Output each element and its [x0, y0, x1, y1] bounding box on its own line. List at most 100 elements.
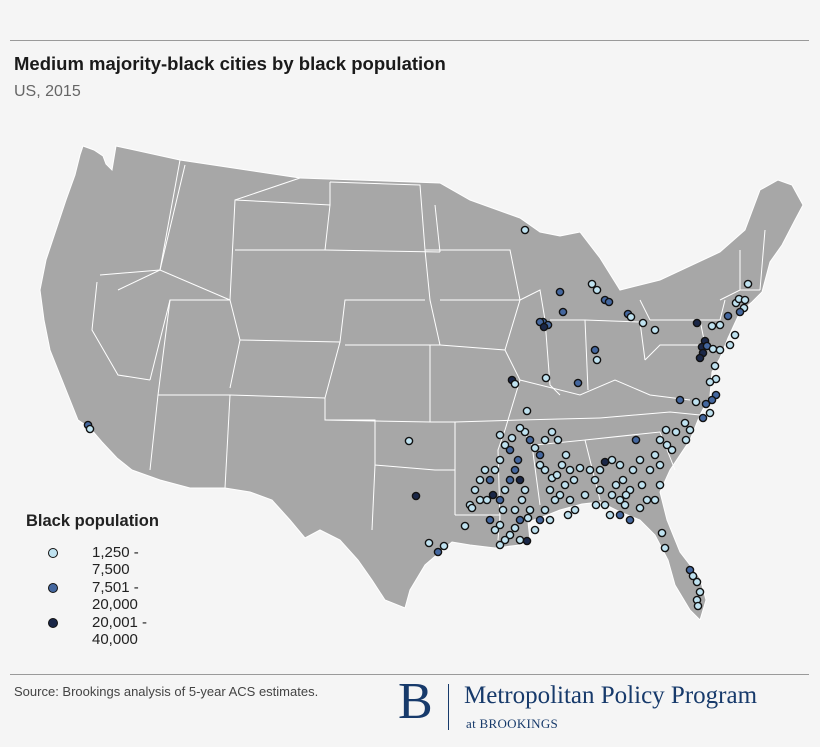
- city-marker: [85, 424, 95, 434]
- logo-divider: [448, 684, 449, 730]
- city-marker: [693, 601, 703, 611]
- city-marker: [575, 463, 585, 473]
- city-marker: [607, 490, 617, 500]
- city-marker: [671, 427, 681, 437]
- city-marker: [705, 377, 715, 387]
- city-marker: [555, 490, 565, 500]
- city-marker: [580, 490, 590, 500]
- city-marker: [515, 475, 525, 485]
- city-marker: [681, 435, 691, 445]
- city-marker: [661, 425, 671, 435]
- city-marker: [650, 495, 660, 505]
- city-marker: [621, 490, 631, 500]
- city-marker: [515, 535, 525, 545]
- city-marker: [522, 406, 532, 416]
- city-marker: [688, 571, 698, 581]
- city-marker: [590, 475, 600, 485]
- city-marker: [525, 505, 535, 515]
- city-marker: [517, 495, 527, 505]
- city-marker: [591, 500, 601, 510]
- city-marker: [515, 423, 525, 433]
- city-marker: [558, 307, 568, 317]
- city-marker: [404, 436, 414, 446]
- city-marker: [500, 535, 510, 545]
- city-marker: [743, 279, 753, 289]
- city-marker: [620, 500, 630, 510]
- city-marker: [655, 460, 665, 470]
- city-marker: [615, 510, 625, 520]
- city-marker: [735, 307, 745, 317]
- city-marker: [439, 541, 449, 551]
- city-marker: [482, 495, 492, 505]
- top-divider: [10, 40, 809, 41]
- city-marker: [520, 225, 530, 235]
- city-marker: [507, 433, 517, 443]
- city-marker: [510, 465, 520, 475]
- city-marker: [569, 475, 579, 485]
- city-marker: [460, 521, 470, 531]
- city-marker: [485, 475, 495, 485]
- city-marker: [505, 475, 515, 485]
- city-marker: [553, 435, 563, 445]
- city-marker: [585, 465, 595, 475]
- city-marker: [433, 547, 443, 557]
- city-marker: [607, 455, 617, 465]
- city-marker: [530, 525, 540, 535]
- city-marker: [638, 318, 648, 328]
- city-marker: [495, 430, 505, 440]
- city-marker: [631, 435, 641, 445]
- city-marker: [600, 500, 610, 510]
- city-marker: [625, 515, 635, 525]
- city-marker: [495, 495, 505, 505]
- city-marker: [540, 505, 550, 515]
- state-borders: [91, 159, 766, 541]
- city-marker: [475, 475, 485, 485]
- city-marker: [605, 510, 615, 520]
- legend-dot-icon: [48, 548, 58, 558]
- city-marker: [715, 320, 725, 330]
- bottom-divider: [10, 674, 809, 675]
- city-marker: [705, 408, 715, 418]
- city-marker: [637, 480, 647, 490]
- city-marker: [505, 445, 515, 455]
- source-note: Source: Brookings analysis of 5-year ACS…: [14, 684, 319, 699]
- city-marker: [565, 495, 575, 505]
- city-marker: [541, 373, 551, 383]
- city-marker: [467, 503, 477, 513]
- city-marker: [498, 505, 508, 515]
- city-marker: [628, 465, 638, 475]
- city-marker: [535, 450, 545, 460]
- city-marker: [707, 395, 717, 405]
- city-marker: [707, 321, 717, 331]
- city-marker: [660, 543, 670, 553]
- city-marker: [587, 279, 597, 289]
- city-marker: [710, 361, 720, 371]
- city-marker: [540, 435, 550, 445]
- city-marker: [570, 505, 580, 515]
- city-marker: [565, 465, 575, 475]
- city-marker: [692, 577, 702, 587]
- city-marker: [411, 491, 421, 501]
- city-marker: [539, 322, 549, 332]
- city-marker: [595, 485, 605, 495]
- city-marker: [561, 450, 571, 460]
- city-marker: [611, 480, 621, 490]
- city-markers: [83, 225, 753, 611]
- legend-item-large: 20,001 - 40,000: [26, 611, 159, 648]
- city-marker: [635, 455, 645, 465]
- city-marker: [495, 520, 505, 530]
- city-marker: [692, 318, 702, 328]
- program-name: Metropolitan Policy Program: [464, 682, 758, 709]
- city-marker: [563, 510, 573, 520]
- legend-item-medium: 7,501 - 20,000: [26, 576, 159, 613]
- city-marker: [667, 445, 677, 455]
- legend-title: Black population: [26, 512, 159, 530]
- city-marker: [510, 523, 520, 533]
- program-affiliation: at BROOKINGS: [466, 716, 559, 731]
- city-marker: [698, 413, 708, 423]
- city-marker: [685, 425, 695, 435]
- city-marker: [480, 465, 490, 475]
- city-marker: [730, 330, 740, 340]
- city-marker: [657, 528, 667, 538]
- city-marker: [510, 505, 520, 515]
